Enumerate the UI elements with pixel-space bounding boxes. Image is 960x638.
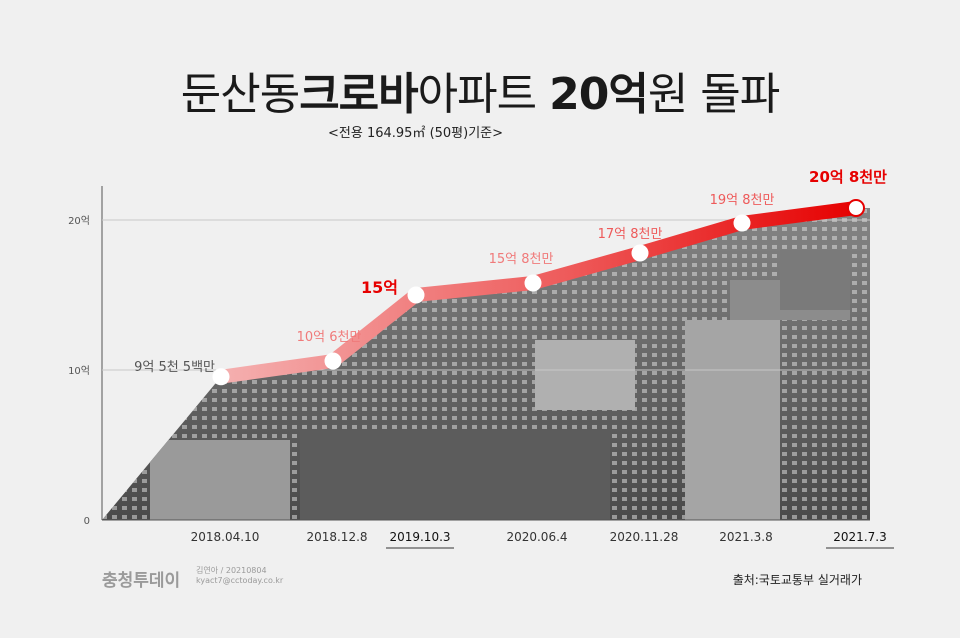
credit-line-1: 김연아 / 20210804	[196, 566, 267, 575]
chart-subtitle: <전용 164.95㎡ (50평)기준>	[328, 126, 504, 141]
x-tick-label: 2018.04.10	[191, 530, 260, 544]
author-credit: 김연아 / 20210804 kyact7@cctoday.co.kr	[196, 566, 283, 586]
title-part-1: 둔산동	[180, 69, 300, 120]
data-point	[524, 274, 542, 292]
x-tick-label: 2021.7.3	[833, 530, 886, 544]
chart-title: 둔산동크로바아파트 20억원 돌파	[0, 58, 960, 122]
price-points	[212, 199, 865, 386]
title-part-5: 원 돌파	[647, 69, 780, 120]
data-label: 19억 8천만	[710, 193, 775, 208]
chart-axes	[101, 186, 870, 521]
data-point	[631, 244, 649, 262]
y-tick-label: 10억	[68, 365, 90, 377]
title-part-4: 20억	[549, 69, 649, 120]
publisher-logo: 충청투데이	[102, 571, 181, 591]
data-label: 9억 5천 5백만	[134, 360, 215, 375]
data-label: 15억	[361, 278, 398, 297]
x-tick-label: 2018.12.8	[306, 530, 367, 544]
data-point	[324, 352, 342, 370]
title-part-3: 아파트	[417, 69, 537, 120]
price-labels: 9억 5천 5백만 10억 6천만 15억 15억 8천만 17억 8천만 19억 8천만…	[134, 168, 887, 375]
data-label: 17억 8천만	[598, 227, 663, 242]
data-label: 15억 8천만	[489, 252, 554, 267]
credit-line-2: kyact7@cctoday.co.kr	[196, 576, 284, 585]
building-photo-area	[102, 208, 870, 520]
x-tick-label: 2019.10.3	[389, 530, 450, 544]
data-label: 20억 8천만	[809, 168, 887, 186]
data-point	[212, 368, 230, 386]
y-tick-label: 20억	[68, 215, 90, 227]
x-tick-label: 2021.3.8	[719, 530, 772, 544]
y-tick-label: 0	[84, 516, 90, 527]
data-source: 출처:국토교통부 실거래가	[732, 573, 862, 587]
y-tick-labels: 0 10억 20억	[68, 215, 90, 527]
x-tick-label: 2020.11.28	[610, 530, 679, 544]
x-tick-labels: 2018.04.10 2018.12.8 2019.10.3 2020.06.4 202…	[191, 530, 894, 549]
data-point	[733, 214, 751, 232]
title-part-2: 크로바	[299, 69, 418, 120]
data-label: 10억 6천만	[297, 330, 362, 345]
x-tick-label: 2020.06.4	[506, 530, 567, 544]
data-point	[407, 286, 425, 304]
data-point	[847, 199, 865, 217]
